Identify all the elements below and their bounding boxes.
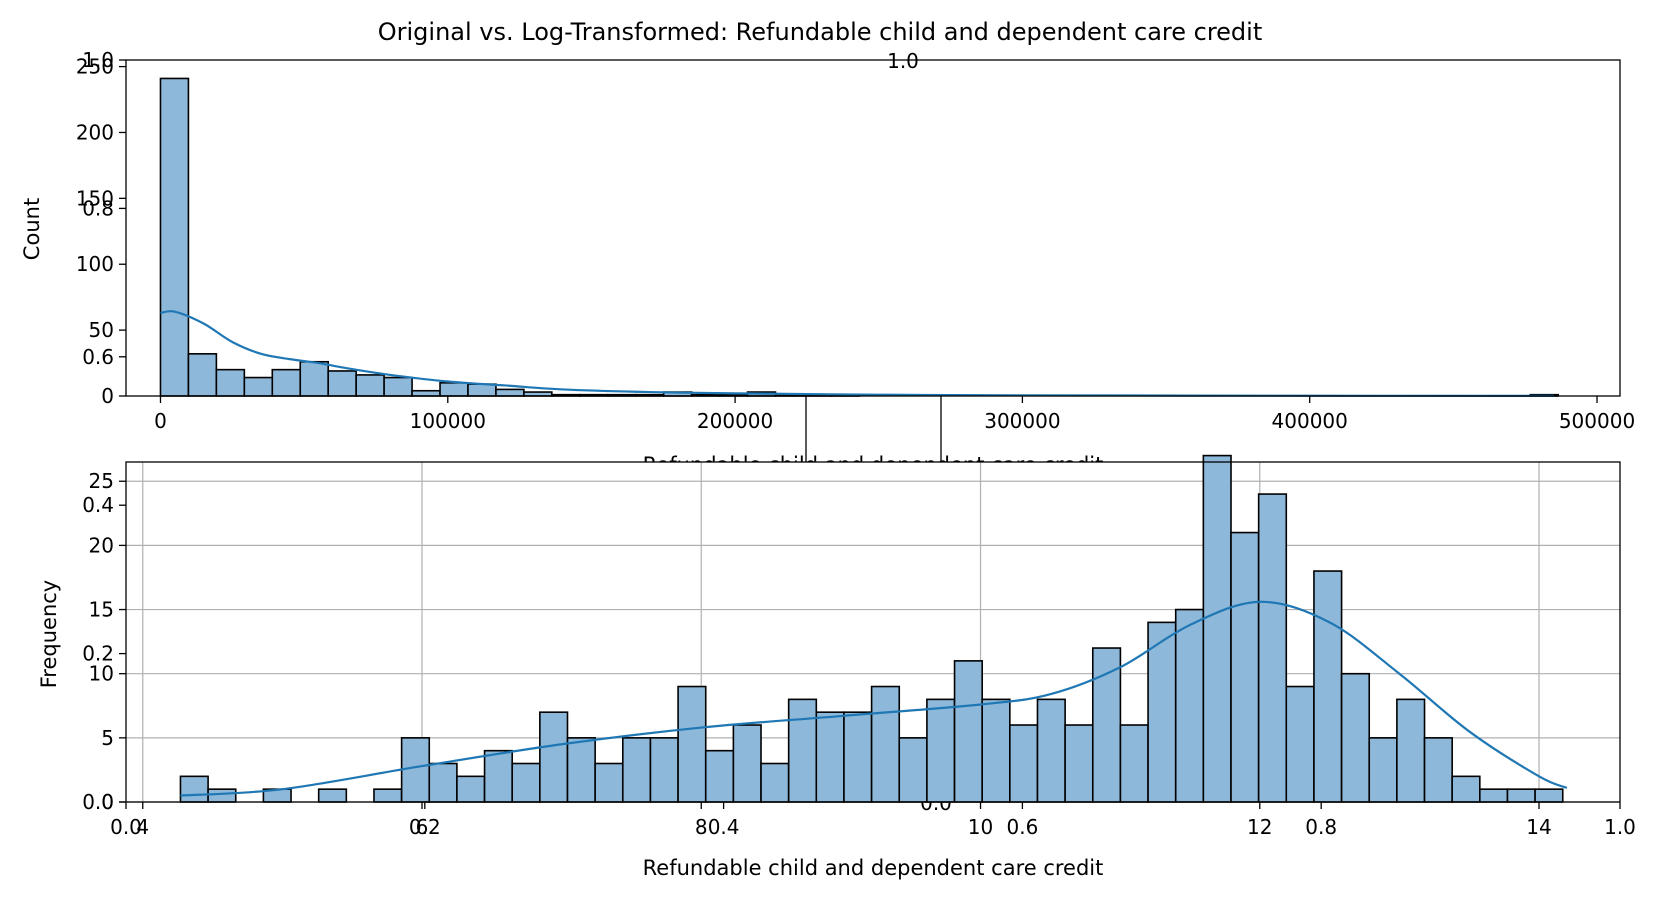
histogram-bar [926, 698, 956, 803]
overlay-x-tick-label: 1.0 [1604, 815, 1636, 839]
histogram-bar [383, 376, 413, 397]
y-tick-label: 150 [76, 186, 114, 210]
histogram-bar [1285, 685, 1315, 803]
histogram-bar [327, 370, 357, 397]
x-tick-label: 300000 [984, 409, 1060, 433]
bottom-y-ticks: 0 5 10 15 20 25 [89, 469, 126, 814]
histogram-log-transformed: 4 6 8 10 12 14 0 5 10 15 20 25 Refundable child an… [37, 454, 1621, 880]
overlay-x-tick-label: 0.6 [1006, 815, 1038, 839]
bottom-x-label: Refundable child and dependent care cred… [643, 856, 1104, 880]
x-tick-label: 12 [1247, 815, 1272, 839]
histogram-bar [732, 724, 762, 803]
histogram-bar [1368, 737, 1398, 803]
overlay-y-tick-label: 0.2 [82, 642, 114, 666]
histogram-bar [271, 368, 302, 397]
histogram-bar [1064, 724, 1094, 803]
overlay-x-tick-label: 0.0 [110, 815, 142, 839]
y-tick-label: 0 [101, 790, 114, 814]
y-tick-label: 10 [89, 662, 114, 686]
histogram-bar [787, 698, 818, 803]
top-x-label: Refundable child and dependent care cred… [643, 453, 1104, 477]
overlay-y-tick-label: 0.6 [82, 345, 114, 369]
histogram-bar [1119, 724, 1149, 803]
histogram-bar [1340, 672, 1371, 803]
y-tick-label: 20 [89, 533, 114, 557]
histogram-bar [843, 711, 873, 803]
y-tick-label: 0 [101, 384, 114, 408]
histogram-bar [355, 374, 385, 397]
bottom-x-ticks: 4 6 8 10 12 14 [136, 802, 1552, 839]
overlay-y-tick-label: 0.8 [82, 196, 114, 220]
x-tick-label: 8 [695, 815, 708, 839]
top-bars [159, 77, 1560, 397]
y-tick-label: 5 [101, 726, 114, 750]
histogram-bar [1036, 698, 1066, 803]
overlay-axes: 0.0 0.2 0.4 0.6 0.8 1.0 0.0 0.2 0.4 0.6 0.8 1.0 0.… [82, 48, 1636, 839]
bottom-kde-line [180, 600, 1568, 797]
x-tick-label: 0 [154, 409, 167, 433]
overlay-x-tick-label: 0.2 [409, 815, 441, 839]
overlay-bottom-ticks: 0.0 0.2 0.4 0.6 0.8 1.0 [110, 802, 1636, 839]
x-tick-label: 400000 [1272, 409, 1348, 433]
y-tick-label: 50 [89, 318, 114, 342]
histogram-bar [439, 382, 469, 397]
overlay-y-tick-label: 0.0 [82, 790, 114, 814]
histogram-bar [411, 389, 441, 397]
histogram-bar [1423, 737, 1453, 803]
overlay-y-tick-label: 0.4 [82, 493, 114, 517]
top-y-label: Count [20, 198, 44, 260]
histogram-bar [1313, 570, 1343, 803]
overlay-x-tick-label: 0.4 [708, 815, 740, 839]
overlay-x-tick-label: 0.8 [1305, 815, 1337, 839]
histogram-bar [1174, 608, 1205, 803]
overlay-left-ticks: 0.0 0.2 0.4 0.6 0.8 1.0 [82, 48, 126, 814]
histogram-bar [243, 376, 274, 397]
x-tick-label: 500000 [1559, 409, 1635, 433]
histogram-bar [215, 368, 246, 397]
histogram-bar [649, 737, 679, 803]
overlay-panel-top-label: 1.0 [887, 49, 919, 73]
y-tick-label: 15 [89, 598, 114, 622]
histogram-bar [981, 698, 1011, 803]
histogram-bar [594, 762, 624, 803]
x-tick-label: 14 [1526, 815, 1551, 839]
x-tick-label: 100000 [410, 409, 486, 433]
y-tick-label: 100 [76, 252, 114, 276]
bottom-bars [179, 454, 1564, 803]
histogram-bar [483, 749, 514, 803]
histogram-bar [495, 388, 525, 397]
histogram-bar [1202, 454, 1232, 803]
x-tick-label: 6 [416, 815, 429, 839]
histogram-bar [299, 360, 330, 397]
overlay-y-tick-label: 1.0 [82, 48, 114, 72]
x-tick-label: 4 [136, 815, 149, 839]
x-tick-label: 200000 [697, 409, 773, 433]
histogram-bar [467, 383, 497, 397]
x-tick-label: 10 [968, 815, 993, 839]
histogram-bar [159, 77, 190, 397]
bottom-y-label: Frequency [37, 580, 61, 689]
top-y-ticks: 0 50 100 150 200 250 [76, 55, 126, 408]
y-tick-label: 250 [76, 55, 114, 79]
histogram-bar [1009, 724, 1039, 803]
histogram-original: 0 100000 200000 300000 400000 500000 0 50 100 15… [20, 55, 1635, 433]
top-x-ticks: 0 100000 200000 300000 400000 500000 [154, 396, 1635, 433]
figure-title: Original vs. Log-Transformed: Refundable… [378, 18, 1263, 46]
top-plot-frame [125, 59, 1621, 397]
bottom-plot-frame [125, 461, 1621, 803]
histogram-bar [1257, 493, 1288, 803]
y-tick-label: 200 [76, 120, 114, 144]
y-tick-label: 25 [89, 469, 114, 493]
histogram-bar [1396, 698, 1426, 803]
histogram-bar [187, 353, 218, 397]
